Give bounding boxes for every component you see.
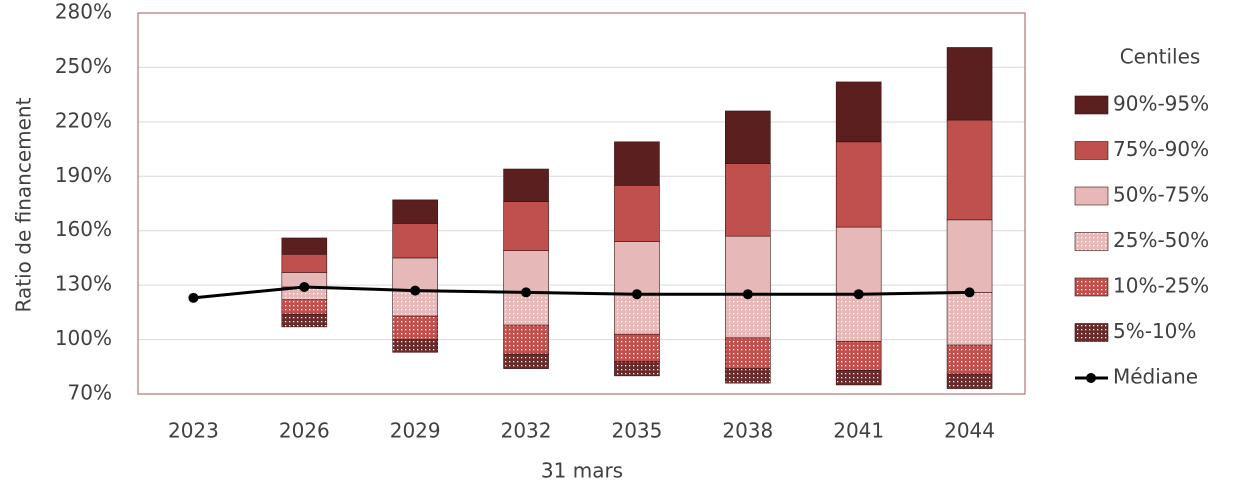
median-point — [521, 287, 532, 298]
legend-swatch — [1074, 323, 1109, 342]
bar-segment — [835, 370, 882, 386]
y-tick-label: 220% — [55, 108, 112, 132]
legend-swatch — [1074, 186, 1109, 206]
median-point — [964, 287, 975, 298]
median-point — [410, 285, 421, 296]
x-tick-label: 2032 — [501, 419, 552, 443]
y-tick-label: 190% — [55, 163, 112, 187]
legend-label: 75%-90% — [1113, 137, 1209, 161]
legend-swatch — [1074, 141, 1109, 160]
bar-segment — [503, 324, 549, 355]
x-axis-title: 31 mars — [541, 459, 623, 483]
x-tick-label: 2041 — [833, 419, 884, 443]
legend-title: Centiles — [1120, 45, 1201, 69]
bar-segment — [503, 201, 549, 251]
bar-segment — [946, 292, 993, 346]
plot-border — [137, 12, 1026, 395]
median-point — [631, 289, 642, 300]
median-line — [193, 285, 970, 300]
x-tick-label: 2029 — [390, 419, 441, 443]
bar-segment — [725, 368, 771, 384]
y-tick-label: 100% — [55, 326, 112, 350]
bar-segment — [392, 315, 438, 340]
bar-segment — [614, 185, 660, 242]
bar-segment — [835, 81, 882, 143]
bar-segment — [614, 361, 660, 377]
bar-segment — [946, 373, 993, 389]
y-tick-label: 70% — [68, 381, 112, 405]
median-point — [853, 289, 864, 300]
legend-label: 90%-95% — [1113, 92, 1209, 116]
bar-segment — [946, 219, 993, 293]
bar-segment — [946, 47, 993, 121]
legend-label: 5%-10% — [1113, 319, 1196, 343]
legend-swatch — [1074, 95, 1109, 115]
bar-segment — [503, 250, 549, 293]
x-tick-label: 2023 — [168, 419, 219, 443]
bar-segment — [835, 141, 882, 228]
legend-label: 10%-25% — [1113, 274, 1209, 298]
legend-swatch — [1074, 277, 1109, 297]
bar-segment — [835, 226, 882, 295]
bar-segment — [946, 344, 993, 375]
bar-segment — [835, 341, 882, 371]
bar-segment — [725, 337, 771, 369]
bar-segment — [614, 141, 660, 186]
bar-segment — [503, 168, 549, 202]
x-tick-label: 2035 — [611, 419, 662, 443]
y-tick-label: 250% — [55, 54, 112, 78]
bar-segment — [835, 293, 882, 342]
y-tick-label: 280% — [55, 0, 112, 24]
x-tick-label: 2038 — [722, 419, 773, 443]
x-tick-label: 2026 — [279, 419, 330, 443]
bar-segment — [725, 110, 771, 164]
bar-segment — [281, 313, 328, 328]
bar-segment — [281, 299, 328, 315]
bar-segment — [392, 199, 438, 224]
bar-segment — [392, 223, 438, 259]
bar-segment — [725, 235, 771, 295]
legend-label: 25%-50% — [1113, 228, 1209, 252]
median-point — [742, 289, 753, 300]
bar-segment — [614, 293, 660, 335]
bar-segment — [614, 241, 660, 295]
bar-segment — [281, 254, 328, 273]
bar-segment — [614, 333, 660, 362]
median-point — [299, 281, 310, 292]
legend-label: Médiane — [1113, 365, 1198, 389]
legend-marker — [1086, 373, 1096, 383]
bar-segment — [725, 293, 771, 339]
y-axis-title: Ratio de financement — [12, 97, 36, 312]
bar-segment — [392, 257, 438, 291]
legend-swatch — [1074, 232, 1109, 251]
median-point — [188, 292, 199, 303]
x-tick-label: 2044 — [944, 419, 995, 443]
bar-segment — [281, 237, 328, 255]
bar-segment — [946, 119, 993, 221]
y-tick-label: 130% — [55, 272, 112, 296]
y-tick-label: 160% — [55, 217, 112, 241]
bar-segment — [503, 353, 549, 369]
bar-segment — [392, 339, 438, 353]
legend-label: 50%-75% — [1113, 183, 1209, 207]
bar-segment — [503, 292, 549, 326]
bar-segment — [725, 163, 771, 237]
